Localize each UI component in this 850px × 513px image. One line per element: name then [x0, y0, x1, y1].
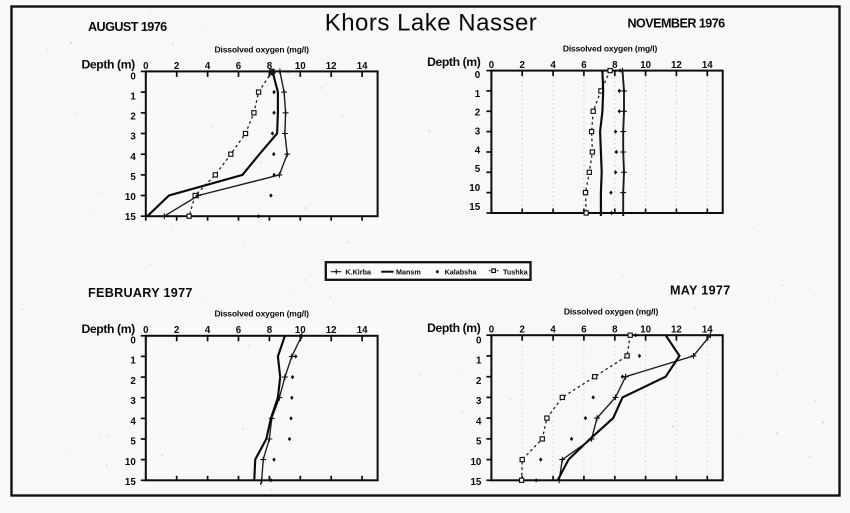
svg-text:4: 4 [130, 152, 136, 163]
svg-text:4: 4 [130, 416, 136, 427]
svg-text:10: 10 [640, 325, 651, 336]
svg-text:1: 1 [476, 356, 482, 367]
svg-text:NOVEMBER 1976: NOVEMBER 1976 [628, 17, 726, 31]
svg-text:0: 0 [143, 61, 148, 72]
svg-text:1: 1 [130, 91, 136, 102]
svg-text:2: 2 [476, 376, 482, 387]
svg-text:12: 12 [671, 60, 682, 71]
svg-text:0: 0 [489, 325, 494, 336]
svg-text:2: 2 [174, 61, 179, 72]
svg-text:10: 10 [640, 60, 651, 71]
svg-text:Dissolved oxygen (mg/l): Dissolved oxygen (mg/l) [564, 306, 659, 316]
svg-text:2: 2 [520, 325, 525, 336]
svg-text:5: 5 [475, 164, 481, 175]
svg-text:2: 2 [174, 325, 179, 336]
svg-text:MAY 1977: MAY 1977 [670, 283, 731, 297]
svg-text:10: 10 [295, 325, 306, 336]
svg-text:10: 10 [125, 457, 136, 468]
svg-text:10: 10 [295, 61, 306, 72]
svg-text:5: 5 [130, 172, 136, 183]
svg-text:14: 14 [357, 61, 368, 72]
svg-text:8: 8 [267, 325, 273, 336]
svg-text:FEBRUARY 1977: FEBRUARY 1977 [88, 286, 193, 300]
svg-text:Dissolved oxygen (mg/l): Dissolved oxygen (mg/l) [215, 308, 310, 318]
svg-text:2: 2 [520, 60, 525, 71]
svg-text:8: 8 [267, 61, 273, 72]
svg-text:K.Kirba: K.Kirba [345, 268, 372, 277]
svg-text:Mansm: Mansm [396, 268, 421, 277]
svg-text:6: 6 [581, 60, 587, 71]
svg-text:2: 2 [130, 112, 136, 123]
svg-text:2: 2 [130, 376, 136, 387]
svg-text:AUGUST 1976: AUGUST 1976 [88, 20, 167, 34]
svg-text:5: 5 [476, 437, 482, 448]
svg-text:Dissolved oxygen (mg/l): Dissolved oxygen (mg/l) [563, 43, 658, 53]
svg-text:1: 1 [130, 356, 136, 367]
svg-text:Depth (m): Depth (m) [82, 58, 136, 72]
svg-text:4: 4 [475, 145, 481, 156]
svg-text:0: 0 [475, 70, 481, 81]
svg-text:5: 5 [130, 437, 136, 448]
svg-text:6: 6 [236, 61, 242, 72]
svg-text:4: 4 [550, 60, 556, 71]
svg-text:14: 14 [702, 60, 713, 71]
svg-text:0: 0 [489, 60, 494, 71]
svg-text:3: 3 [130, 132, 136, 143]
svg-text:4: 4 [550, 325, 556, 336]
svg-text:Khors Lake Nasser: Khors Lake Nasser [325, 10, 538, 37]
svg-text:3: 3 [475, 127, 481, 138]
svg-text:10: 10 [470, 457, 481, 468]
svg-text:6: 6 [236, 325, 242, 336]
svg-text:10: 10 [125, 192, 136, 203]
svg-text:15: 15 [125, 212, 136, 223]
svg-text:Depth (m): Depth (m) [427, 55, 481, 69]
svg-text:8: 8 [612, 60, 618, 71]
svg-text:3: 3 [476, 396, 482, 407]
svg-text:3: 3 [130, 396, 136, 407]
svg-text:0: 0 [476, 335, 482, 346]
svg-text:4: 4 [205, 61, 211, 72]
svg-text:12: 12 [326, 325, 337, 336]
svg-text:12: 12 [326, 61, 337, 72]
svg-text:0: 0 [143, 325, 148, 336]
svg-text:0: 0 [130, 71, 136, 82]
svg-text:8: 8 [612, 325, 618, 336]
svg-text:Kalabsha: Kalabsha [445, 268, 478, 277]
svg-text:12: 12 [671, 325, 682, 336]
svg-text:14: 14 [702, 325, 713, 336]
svg-text:0: 0 [130, 335, 136, 346]
svg-text:Dissolved oxygen (mg/l): Dissolved oxygen (mg/l) [215, 44, 310, 54]
svg-text:Tushka: Tushka [503, 268, 529, 277]
svg-text:4: 4 [476, 416, 482, 427]
svg-text:4: 4 [205, 325, 211, 336]
svg-text:14: 14 [357, 325, 368, 336]
svg-text:6: 6 [581, 325, 587, 336]
svg-text:15: 15 [125, 477, 136, 488]
svg-text:Depth (m): Depth (m) [82, 322, 136, 336]
svg-text:15: 15 [470, 477, 481, 488]
svg-text:15: 15 [469, 202, 480, 213]
svg-text:1: 1 [475, 89, 481, 100]
svg-text:2: 2 [475, 108, 481, 119]
svg-text:10: 10 [469, 183, 480, 194]
svg-text:Depth (m): Depth (m) [427, 321, 481, 335]
